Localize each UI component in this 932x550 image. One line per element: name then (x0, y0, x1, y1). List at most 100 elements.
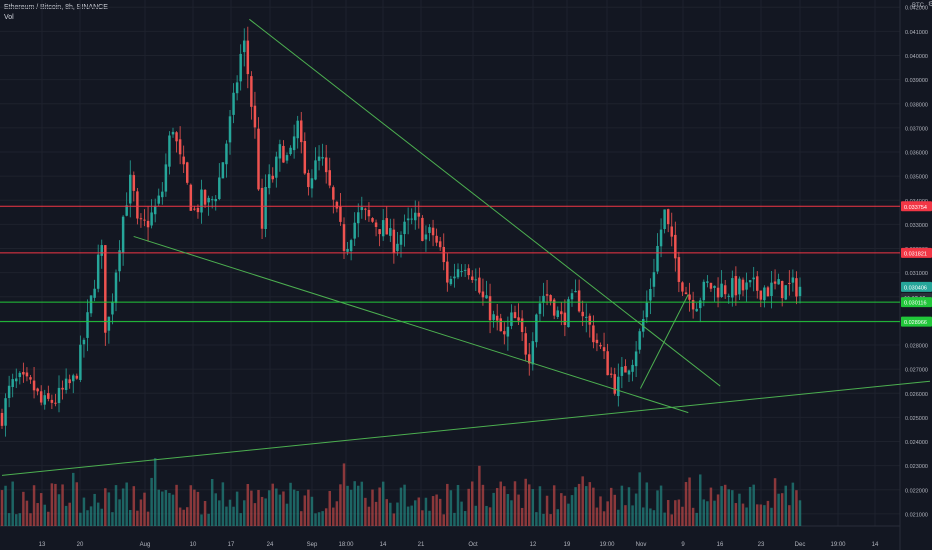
candle-body (756, 276, 759, 291)
volume-bar (89, 506, 93, 526)
candle-body (232, 92, 235, 115)
y-tick-label: 0.036000 (905, 151, 928, 157)
candle-body (196, 207, 200, 213)
candle-body (563, 312, 567, 325)
x-tick-label: 10 (190, 542, 197, 548)
price-level-badge (901, 316, 932, 327)
volume-bar (403, 484, 406, 526)
volume-bar (627, 487, 631, 526)
volume-bar (164, 490, 168, 526)
volume-bar (677, 499, 681, 526)
volume-bar (624, 505, 627, 526)
x-tick-label: Dec (795, 542, 806, 548)
candle-body (492, 314, 495, 320)
candle-body (627, 370, 631, 375)
candle-body (602, 347, 606, 352)
volume-bar (773, 478, 777, 526)
volume-bar (82, 497, 86, 526)
candle-body (4, 398, 7, 426)
candle-body (353, 222, 356, 239)
candle-body (745, 282, 748, 290)
volume-bar (364, 497, 367, 526)
candle-body (161, 191, 164, 198)
candle-body (652, 272, 656, 287)
candle-body (659, 229, 663, 247)
candle-body (574, 291, 577, 293)
volume-bar (317, 512, 321, 526)
volume-bar (528, 484, 531, 526)
volume-bar (545, 495, 549, 526)
trend-line-descending-resistance (249, 18, 721, 387)
volume-bar (282, 491, 285, 526)
candle-body (218, 177, 221, 200)
candle-body (121, 216, 125, 253)
candle-body (189, 184, 193, 211)
volume-bar (4, 485, 7, 526)
volume-bar (357, 485, 360, 526)
candle-body (567, 299, 570, 328)
candle-body (378, 229, 381, 235)
candle-body (132, 175, 136, 191)
x-tick-label: 14 (872, 542, 879, 548)
y-tick-label: 0.038000 (905, 102, 928, 108)
candle-body (374, 222, 378, 227)
volume-bar (538, 486, 542, 526)
candle-body (738, 278, 741, 295)
candle-body (96, 254, 100, 289)
candle-body (663, 209, 666, 230)
volume-bar (595, 507, 599, 526)
candle-body (264, 186, 267, 230)
volume-bar (47, 511, 50, 526)
volume-bar (474, 505, 478, 526)
volume-bar (278, 494, 282, 526)
volume-bar (321, 511, 324, 526)
price-level-label: 0.031821 (904, 251, 927, 257)
candle-body (129, 174, 132, 204)
volume-bar (560, 493, 563, 526)
volume-bar (602, 511, 606, 526)
candle-body (506, 326, 510, 337)
candle-body (773, 281, 777, 284)
candle-body (474, 279, 478, 281)
candle-body (175, 132, 178, 142)
settings-icon[interactable]: ⚙ (928, 1, 932, 8)
candle-body (300, 120, 303, 143)
candle-body (257, 128, 260, 190)
volume-bar (104, 488, 107, 526)
volume-bar (731, 490, 734, 526)
candle-body (292, 136, 296, 151)
volume-bar (125, 482, 128, 526)
candle-body (385, 218, 388, 235)
y-tick-label: 0.024000 (905, 440, 928, 446)
volume-bar (132, 486, 136, 526)
volume-bar (339, 484, 342, 526)
volume-bar (688, 477, 691, 526)
candle-body (82, 339, 86, 345)
volume-bar (424, 497, 428, 526)
candle-body (424, 234, 428, 240)
candle-body (545, 294, 549, 296)
x-tick-label: 16 (717, 542, 724, 548)
x-tick-label: 17 (228, 542, 235, 548)
candle-body (39, 391, 43, 403)
candle-body (275, 156, 278, 178)
candle-body (221, 162, 225, 179)
candle-body (364, 208, 367, 210)
volume-bar (371, 489, 374, 526)
candle-body (139, 218, 143, 220)
candle-body (442, 246, 445, 263)
volume-bar (61, 484, 64, 526)
price-level-label: 0.033754 (904, 205, 927, 211)
volume-bar (492, 492, 495, 526)
volume-bar (32, 485, 36, 526)
volume-bar (275, 488, 278, 526)
volume-bar (478, 465, 481, 526)
volume-bar (681, 506, 684, 526)
candle-body (438, 241, 442, 248)
y-tick-label: 0.025000 (905, 416, 928, 422)
candle-body (0, 412, 4, 426)
volume-bar (399, 487, 403, 526)
volume-bar (563, 495, 567, 526)
volume-bar (431, 496, 435, 526)
